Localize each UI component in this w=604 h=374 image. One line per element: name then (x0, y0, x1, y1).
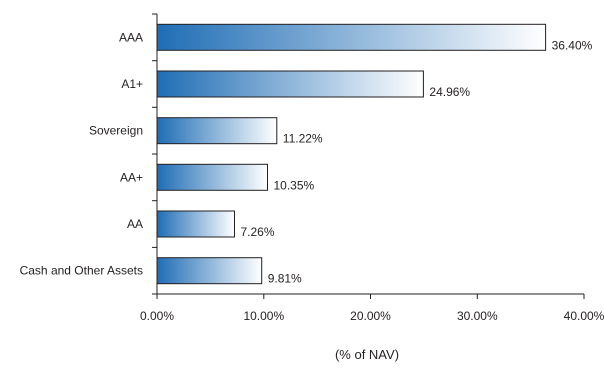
bar-1 (156, 70, 424, 98)
value-label-5: 9.81% (268, 272, 302, 286)
value-label-0: 36.40% (552, 38, 593, 52)
x-tick-label-4: 40.00% (564, 309, 604, 323)
value-label-4: 7.26% (241, 225, 275, 239)
category-label-0: AAA (119, 30, 143, 44)
x-tick-label-2: 20.00% (350, 309, 391, 323)
category-label-3: AA+ (120, 170, 143, 184)
value-label-3: 10.35% (274, 178, 315, 192)
category-label-4: AA (127, 217, 143, 231)
x-tick-label-1: 10.00% (243, 309, 284, 323)
bar-2 (156, 117, 278, 145)
x-axis-title: (% of NAV) (335, 347, 399, 362)
labels-layer: AAA 36.40% A1+ 24.96% Sovereign 11.22% AA+ 10.3… (20, 30, 604, 323)
x-tick-label-0: 0.00% (140, 309, 174, 323)
bar-3 (156, 163, 268, 191)
x-tick-label-3: 30.00% (457, 309, 498, 323)
value-label-2: 11.22% (283, 132, 323, 146)
value-label-1: 24.96% (429, 85, 470, 99)
bar-4 (156, 210, 235, 238)
bars-layer (156, 23, 547, 285)
category-label-5: Cash and Other Assets (20, 264, 143, 278)
category-label-2: Sovereign (89, 124, 143, 138)
category-label-1: A1+ (121, 77, 143, 91)
bar-5 (156, 257, 263, 285)
bar-0 (156, 23, 547, 51)
axis-layer (152, 13, 585, 299)
